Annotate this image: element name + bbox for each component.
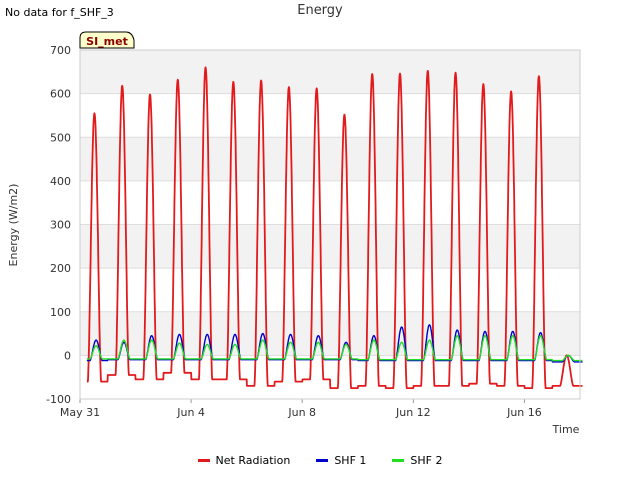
grid-band bbox=[80, 180, 580, 225]
legend-item-net-radiation: Net Radiation bbox=[197, 454, 291, 467]
grid-band bbox=[80, 311, 580, 356]
legend: Net Radiation SHF 1 SHF 2 bbox=[0, 454, 640, 467]
legend-swatch bbox=[316, 459, 329, 462]
legend-label: SHF 1 bbox=[334, 454, 367, 467]
y-tick-label: 0 bbox=[64, 349, 71, 362]
badge-label: SI_met bbox=[86, 35, 128, 48]
series-line-shf-2 bbox=[86, 335, 583, 362]
series-line-shf-1 bbox=[86, 324, 583, 363]
y-tick-label: 400 bbox=[50, 175, 71, 188]
chart-title: Energy bbox=[297, 3, 343, 18]
y-tick-label: 300 bbox=[50, 219, 71, 232]
x-tick-label: Jun 12 bbox=[395, 406, 431, 419]
y-tick-label: 100 bbox=[50, 306, 71, 319]
x-tick-label: Jun 16 bbox=[506, 406, 542, 419]
x-axis-label: Time bbox=[552, 423, 580, 436]
y-tick-label: 500 bbox=[50, 131, 71, 144]
legend-item-shf-1: SHF 1 bbox=[316, 454, 366, 467]
legend-swatch bbox=[197, 459, 210, 462]
si-met-badge: SI_met bbox=[79, 31, 135, 49]
grid-band bbox=[80, 224, 580, 269]
legend-item-shf-2: SHF 2 bbox=[392, 454, 442, 467]
grid-band bbox=[80, 93, 580, 138]
y-axis-label: Energy (W/m2) bbox=[7, 184, 20, 267]
series-line-net-radiation bbox=[86, 66, 584, 390]
grid-band bbox=[80, 137, 580, 181]
grid-band bbox=[80, 50, 580, 94]
y-tick-label: 600 bbox=[50, 88, 71, 101]
x-tick-label: Jun 8 bbox=[287, 406, 316, 419]
x-tick-label: May 31 bbox=[60, 406, 100, 419]
y-tick-label: 200 bbox=[50, 262, 71, 275]
grid-band bbox=[80, 268, 580, 312]
legend-label: SHF 2 bbox=[410, 454, 443, 467]
x-tick-label: Jun 4 bbox=[176, 406, 205, 419]
legend-swatch bbox=[392, 459, 405, 462]
no-data-notice: No data for f_SHF_3 bbox=[5, 6, 114, 19]
legend-label: Net Radiation bbox=[215, 454, 291, 467]
y-tick-label: 700 bbox=[50, 44, 71, 57]
y-tick-label: -100 bbox=[46, 393, 71, 406]
